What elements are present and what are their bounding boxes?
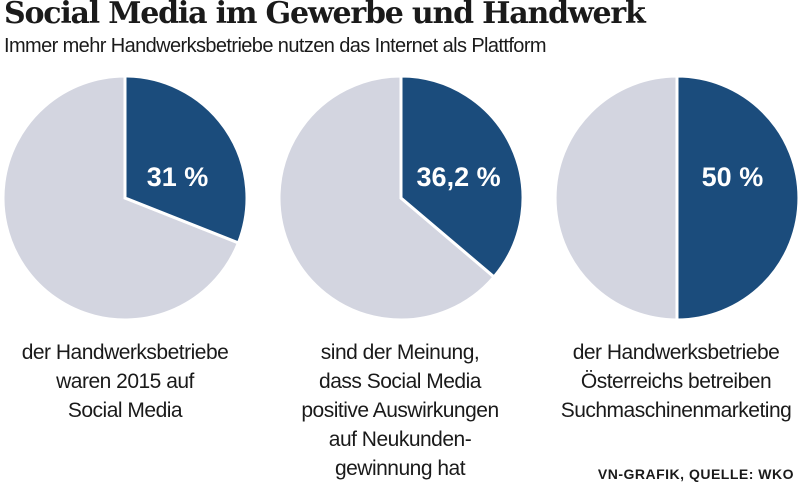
pie-slice-highlight [675,74,800,322]
chart-title: Social Media im Gewerbe und Handwerk [4,0,646,31]
pie-caption-2: sind der Meinung, dass Social Media posi… [301,341,499,480]
pie-slice-highlight [123,74,249,245]
source-credit: VN-GRAFIK, QUELLE: WKO [597,466,794,482]
pie-slice-highlight [399,74,525,280]
chart-subtitle: Immer mehr Handwerksbetriebe nutzen das … [4,35,547,57]
pie-data-label: 36,2 % [417,162,501,192]
pie-data-label: 31 % [147,162,209,192]
pie-data-label: 50 % [702,162,764,192]
pie-caption-1: der Handwerksbetriebe waren 2015 auf Soc… [21,341,229,422]
pie-slice-rest [277,74,497,322]
pie-slice-rest [553,74,679,322]
pie-caption-3: der Handwerksbetriebe Österreichs betrei… [560,341,792,422]
pie-slice-rest [1,74,241,322]
